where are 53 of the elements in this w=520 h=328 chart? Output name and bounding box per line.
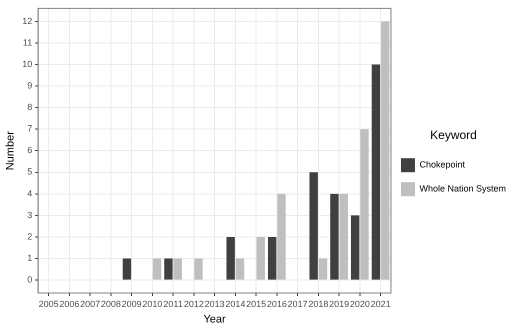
y-tick-label: 6 [27,145,32,156]
y-tick-label: 11 [22,37,32,48]
x-tick-label: 2006 [59,298,80,309]
bar [330,194,339,280]
bar [277,194,286,280]
y-axis-title: Number [4,130,17,170]
x-tick-label: 2021 [370,298,391,309]
x-tick-label: 2020 [350,298,370,309]
legend-title: Keyword [430,128,477,142]
bar [164,258,173,280]
x-tick-label: 2019 [329,298,350,309]
x-tick-label: 2018 [308,298,328,309]
y-tick-label: 12 [22,16,32,26]
y-tick-label: 8 [27,102,32,112]
x-tick-label: 2017 [288,298,308,309]
y-tick-label: 0 [27,274,32,285]
x-tick-label: 2005 [38,298,59,309]
legend-label: Whole Nation System [419,184,506,194]
legend-label: Chokepoint [419,160,466,170]
x-tick-label: 2009 [122,298,142,309]
bar [318,258,328,280]
bar [236,258,244,280]
bar [360,129,369,280]
y-tick-label: 7 [27,124,32,134]
y-tick-label: 5 [27,166,32,177]
x-tick-label: 2013 [204,298,225,309]
y-tick-label: 1 [27,252,32,263]
bar [309,172,318,280]
x-tick-label: 2007 [80,298,100,309]
bar [381,21,390,280]
bar [350,215,360,280]
y-tick-label: 10 [22,58,32,69]
x-tick-label: 2016 [266,298,287,309]
x-tick-label: 2008 [100,298,121,309]
bar [194,258,203,280]
y-tick-label: 9 [27,80,32,91]
bar [174,258,182,280]
y-tick-label: 2 [27,231,32,242]
bar [372,64,380,280]
x-tick-label: 2010 [142,298,162,309]
y-tick-label: 4 [27,188,32,198]
x-tick-label: 2015 [246,298,266,309]
bar [268,236,276,280]
bar [256,236,265,280]
bar [340,194,348,280]
x-axis-title: Year [203,313,226,326]
bar [226,236,235,280]
x-tick-label: 2011 [163,298,183,309]
y-tick-label: 3 [27,210,32,220]
x-tick-label: 2012 [184,298,204,309]
x-tick-label: 2014 [225,298,246,309]
bar [122,258,132,280]
bar [152,258,162,280]
